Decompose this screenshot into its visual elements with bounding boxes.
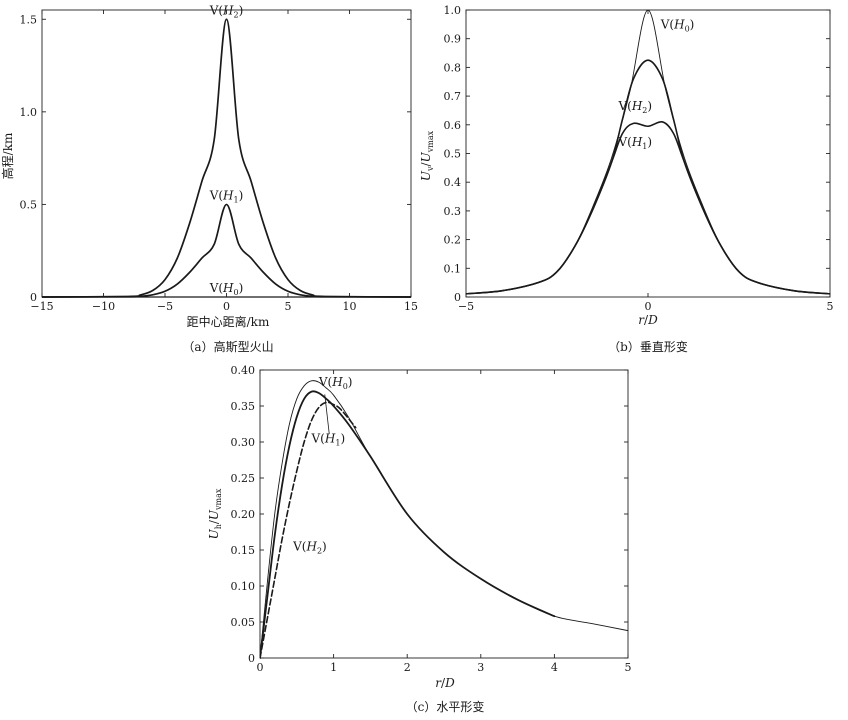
y-tick-label: 0	[248, 652, 255, 665]
x-tick-label: 5	[625, 661, 632, 674]
series-line-h1	[466, 120, 830, 295]
x-tick-label: 0	[223, 300, 230, 313]
y-tick-label: 0.40	[231, 364, 256, 377]
series-annotation: V(H2)	[209, 3, 244, 19]
series-annotation: V(H1)	[209, 188, 244, 204]
y-tick-label: 0.7	[444, 90, 462, 103]
y-tick-label: 1.5	[20, 13, 38, 26]
y-tick-label: 0.30	[231, 436, 256, 449]
chart-b: −5 0 500.10.20.30.40.50.60.70.80.91.0r/DUv…	[419, 4, 834, 354]
figure-caption: （c）水平形变	[406, 699, 485, 714]
x-tick-label: 5	[285, 300, 292, 313]
y-tick-label: 0.20	[231, 508, 256, 521]
series-line-h2	[466, 59, 830, 295]
y-tick-label: 0.8	[444, 61, 462, 74]
x-axis-label: r/D	[435, 676, 455, 690]
y-tick-label: 1.0	[20, 106, 38, 119]
series-line-h1	[42, 203, 411, 298]
x-tick-label: 5	[827, 300, 834, 313]
x-tick-label: 10	[343, 300, 357, 313]
y-tick-label: 0.05	[231, 616, 256, 629]
y-tick-label: 0.25	[231, 472, 256, 485]
y-tick-label: 0.5	[20, 198, 38, 211]
y-tick-label: 0.10	[231, 580, 256, 593]
x-tick-label: −5	[157, 300, 173, 313]
x-tick-label: −5	[458, 300, 474, 313]
y-tick-label: 0.5	[444, 148, 462, 161]
x-tick-label: 0	[257, 661, 264, 674]
series-annotation: V(H1)	[617, 135, 652, 151]
x-tick-label: 1	[330, 661, 337, 674]
x-tick-label: 0	[645, 300, 652, 313]
x-tick-label: 15	[404, 300, 418, 313]
annotation-leader	[324, 394, 330, 434]
x-tick-label: −15	[30, 300, 53, 313]
chart-c: 0 1 2 3 4 5 0 0.05 0.10 0.15 0.20 0.25 0.30 0.35 0.40 r…	[207, 364, 632, 714]
series-line-h2	[42, 18, 411, 298]
figure-caption: （b）垂直形变	[608, 339, 688, 354]
series-annotation: V(H2)	[617, 99, 652, 115]
y-axis-label: Uh/Uvmax	[207, 488, 223, 539]
y-axis-label: Uv/Uvmax	[419, 130, 435, 181]
series-line-h2	[260, 401, 357, 659]
x-tick-label: 4	[551, 661, 558, 674]
x-axis-label: 距中心距离/km	[187, 314, 270, 329]
y-tick-label: 0.9	[444, 33, 462, 46]
y-tick-label: 0	[454, 291, 461, 304]
y-tick-label: 0	[30, 291, 37, 304]
series-line-h1	[260, 390, 556, 659]
y-tick-label: 1.0	[444, 4, 462, 17]
x-tick-label: 2	[404, 661, 411, 674]
series-annotation: V(H1)	[311, 431, 346, 447]
series-annotation: V(H2)	[292, 539, 327, 555]
y-tick-label: 0.15	[231, 544, 256, 557]
y-tick-label: 0.2	[444, 234, 462, 247]
x-tick-label: 3	[477, 661, 484, 674]
series-line-h0	[260, 380, 628, 659]
y-tick-label: 0.3	[444, 205, 462, 218]
plot-frame	[41, 9, 412, 298]
plot-frame	[465, 9, 831, 298]
y-tick-label: 0.4	[444, 176, 462, 189]
series-annotation: V(H0)	[318, 375, 353, 391]
chart-a: −15 −10 −5 0 5 10 15 0 0.5 1.0 1.5 距中心距离/km 高程/km （a）…	[0, 3, 418, 354]
y-tick-label: 0.35	[231, 400, 256, 413]
series-line-h0	[466, 9, 830, 295]
y-axis-label: 高程/km	[0, 132, 15, 179]
figure-caption: （a）高斯型火山	[182, 339, 273, 354]
y-tick-label: 0.1	[444, 262, 462, 275]
x-tick-label: −10	[92, 300, 115, 313]
series-annotation: V(H0)	[209, 281, 244, 297]
series-annotation: V(H0)	[660, 17, 695, 33]
y-tick-label: 0.6	[444, 119, 462, 132]
x-axis-label: r/D	[638, 313, 658, 327]
